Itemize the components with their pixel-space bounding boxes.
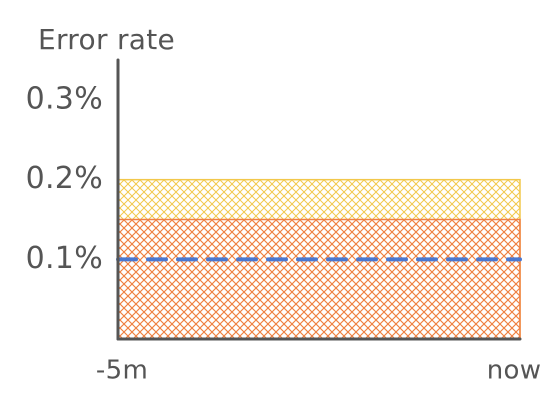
y-tick-label-0-3: 0.3% <box>26 82 103 117</box>
orange-band <box>117 218 521 340</box>
x-tick-label-start: -5m <box>96 355 148 385</box>
y-axis-title: Error rate <box>38 23 175 56</box>
y-tick-label-0-1: 0.1% <box>26 241 103 276</box>
y-tick-label-0-2: 0.2% <box>26 161 103 196</box>
x-tick-label-now: now <box>487 355 542 385</box>
